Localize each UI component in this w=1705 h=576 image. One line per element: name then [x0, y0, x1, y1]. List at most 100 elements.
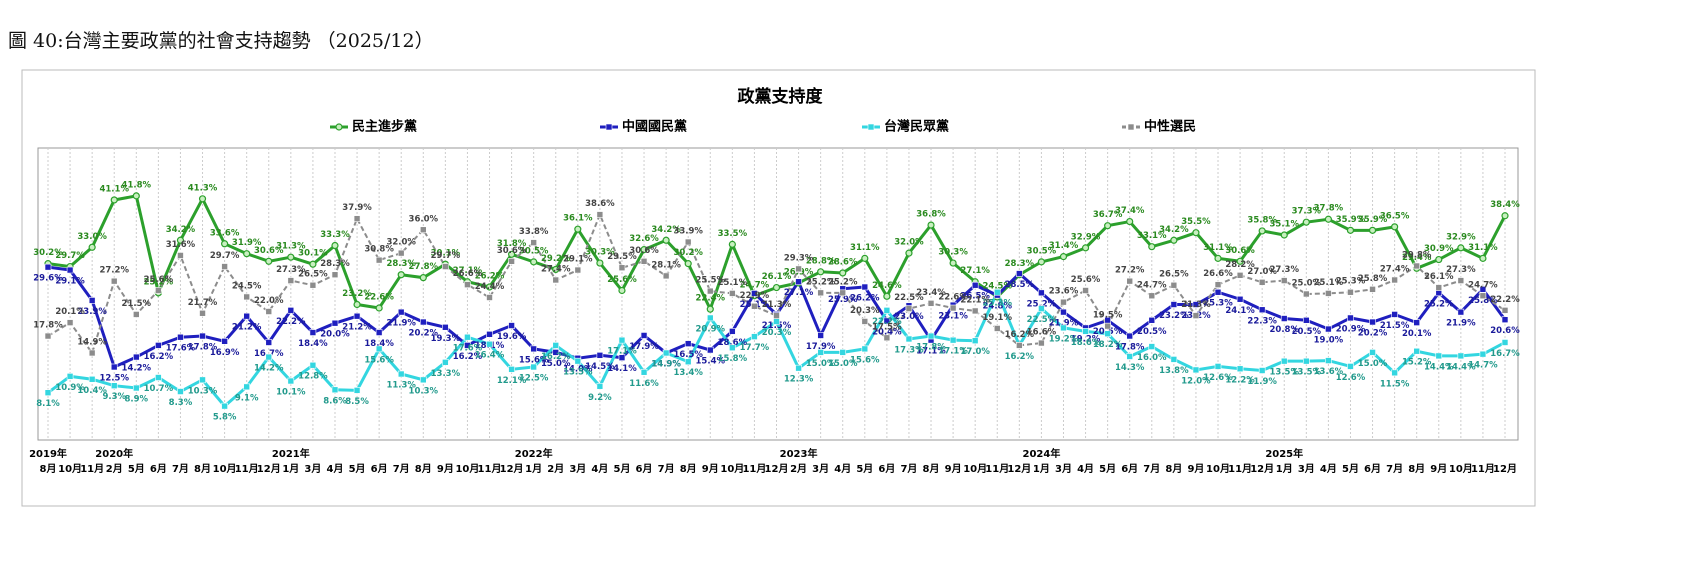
- data-point: [993, 288, 1001, 296]
- data-point: [1347, 363, 1354, 370]
- data-point: [618, 336, 626, 344]
- value-label: 5.8%: [213, 413, 237, 423]
- value-label: 26.9%: [784, 267, 814, 277]
- data-point: [596, 382, 604, 390]
- value-label: 28.8%: [806, 256, 836, 266]
- value-label: 31.1%: [1203, 243, 1233, 253]
- value-label: 35.9%: [1358, 215, 1388, 225]
- x-tick-label: 1月: [1276, 463, 1293, 475]
- value-label: 11.9%: [1247, 377, 1277, 387]
- data-point: [1082, 287, 1089, 294]
- x-tick-label: 9月: [1187, 463, 1204, 475]
- value-label: 25.6%: [607, 275, 637, 285]
- data-point: [88, 297, 96, 304]
- data-point: [949, 304, 957, 312]
- value-label: 18.2%: [1093, 340, 1123, 350]
- data-point: [729, 344, 736, 352]
- data-point: [530, 363, 537, 371]
- value-label: 31.3%: [276, 242, 306, 252]
- value-label: 31.1%: [1468, 243, 1498, 253]
- value-label: 15.6%: [364, 355, 394, 365]
- x-tick-label: 7月: [900, 463, 917, 475]
- value-label: 33.1%: [1137, 231, 1167, 241]
- value-label: 16.2%: [541, 352, 571, 362]
- x-tick-label: 9月: [945, 463, 962, 475]
- value-label: 30.6%: [629, 246, 659, 256]
- x-tick-label: 4月: [1077, 463, 1094, 475]
- x-tick-label: 12月: [257, 463, 281, 475]
- data-point: [817, 289, 824, 297]
- data-point: [1037, 258, 1046, 266]
- value-label: 19.5%: [1093, 311, 1123, 321]
- data-point: [1104, 330, 1111, 338]
- x-tick-label: 11月: [80, 463, 104, 475]
- value-label: 16.6%: [1027, 328, 1057, 338]
- value-label: 12.6%: [1203, 373, 1233, 383]
- data-point: [199, 332, 206, 340]
- value-label: 20.3%: [850, 306, 880, 316]
- value-label: 23.6%: [1049, 287, 1079, 297]
- data-point: [552, 349, 560, 356]
- value-label: 8.5%: [345, 397, 369, 407]
- value-label: 22.6%: [938, 293, 968, 303]
- value-label: 28.3%: [320, 259, 350, 269]
- data-point: [1391, 276, 1398, 284]
- data-point: [353, 387, 361, 394]
- value-label: 18.4%: [298, 339, 328, 349]
- value-label: 20.5%: [1137, 327, 1167, 337]
- x-tick-label: 1月: [525, 463, 542, 475]
- value-label: 30.3%: [938, 248, 968, 258]
- x-tick-label: 6月: [1121, 463, 1138, 475]
- value-label: 32.0%: [894, 238, 924, 248]
- value-label: 28.3%: [386, 259, 416, 269]
- value-label: 29.4%: [1402, 253, 1432, 263]
- value-label: 29.7%: [210, 251, 240, 261]
- value-label: 22.2%: [276, 317, 306, 327]
- data-point: [1324, 215, 1332, 223]
- value-label: 35.9%: [1336, 215, 1366, 225]
- value-label: 23.0%: [894, 312, 924, 322]
- caption: 圖 40:台灣主要政黨的社會支持趨勢 （2025/12）: [8, 30, 434, 52]
- value-label: 14.0%: [563, 365, 593, 375]
- data-point: [1347, 288, 1354, 296]
- data-point: [1214, 281, 1222, 288]
- data-point: [905, 249, 913, 257]
- data-point: [618, 286, 626, 295]
- data-point: [486, 330, 493, 338]
- value-label: 32.6%: [629, 234, 659, 244]
- data-point: [1170, 281, 1178, 289]
- data-point: [287, 277, 295, 284]
- value-label: 12.6%: [1336, 373, 1366, 383]
- data-point: [375, 345, 383, 353]
- value-label: 20.2%: [409, 329, 439, 339]
- value-label: 26.6%: [453, 269, 483, 279]
- data-point: [1081, 244, 1090, 252]
- x-tick-label: 10月: [963, 463, 987, 475]
- legend-label: 中性選民: [1144, 119, 1196, 135]
- data-point: [728, 240, 736, 248]
- value-label: 34.2%: [166, 225, 196, 235]
- data-point: [927, 332, 935, 340]
- x-tick-label: 10月: [1206, 463, 1230, 475]
- value-label: 25.1%: [718, 278, 748, 288]
- year-label: 2019年: [29, 447, 67, 460]
- data-point: [1038, 305, 1045, 312]
- value-label: 26.1%: [762, 272, 792, 282]
- data-point: [883, 334, 891, 342]
- value-label: 36.8%: [916, 210, 946, 220]
- data-point: [486, 340, 493, 348]
- value-label: 10.9%: [55, 383, 85, 393]
- data-point: [1082, 328, 1089, 335]
- value-label: 17.0%: [960, 347, 990, 357]
- value-label: 25.2%: [806, 277, 836, 287]
- value-label: 19.3%: [431, 334, 461, 344]
- value-label: 35.1%: [1269, 220, 1299, 230]
- data-point: [44, 389, 52, 396]
- value-label: 13.5%: [1292, 368, 1322, 378]
- value-label: 19.0%: [1314, 336, 1344, 346]
- x-tick-label: 5月: [349, 463, 366, 475]
- value-label: 8.1%: [36, 399, 60, 409]
- value-label: 29.3%: [784, 253, 814, 263]
- value-label: 25.2%: [1424, 299, 1454, 309]
